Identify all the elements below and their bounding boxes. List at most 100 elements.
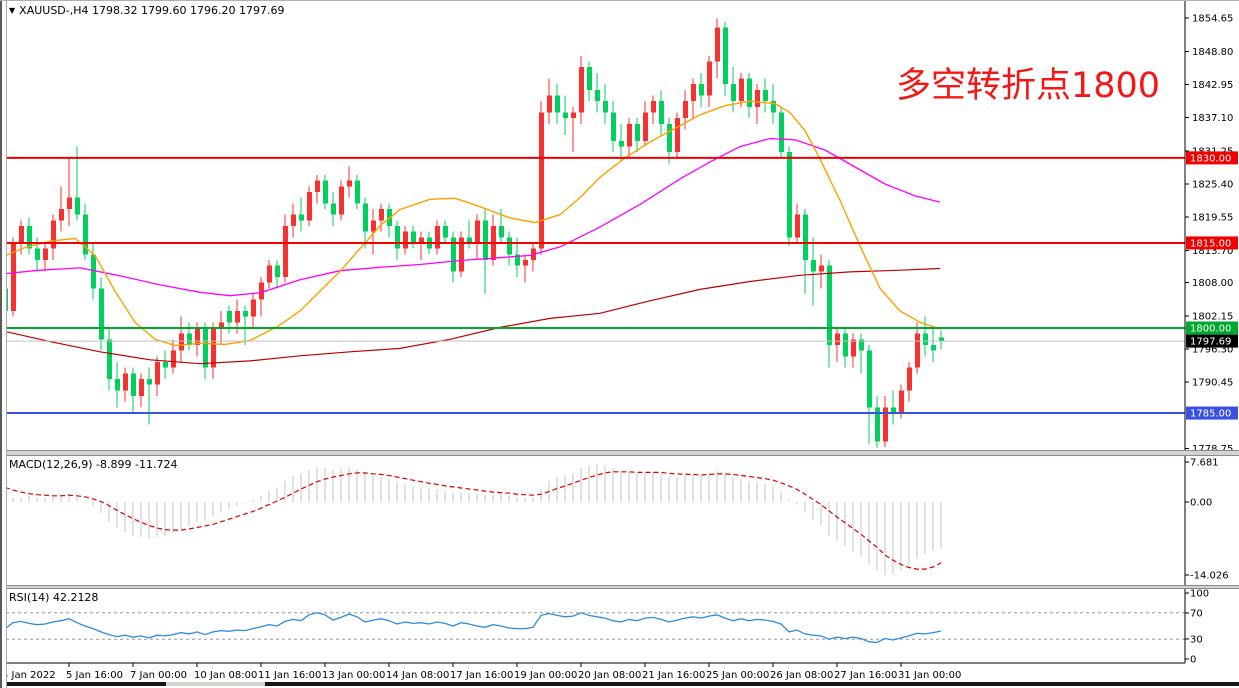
candle [731,84,736,102]
candle [835,333,840,346]
candle [539,112,544,249]
window-left-border [0,1,7,688]
candle [651,101,656,113]
ma-line-darkred [0,267,941,365]
candle [227,310,232,323]
candle [203,328,208,368]
candle [83,214,88,255]
scrollbar-thumb[interactable] [166,682,265,686]
candle [211,328,216,368]
axis-label: 1813.70 [1192,246,1233,257]
candle [195,328,200,346]
candle [667,123,672,153]
candle [515,254,520,266]
candle [171,350,176,368]
candle [811,259,816,272]
candle [523,259,528,266]
candle [459,237,464,272]
candle [475,220,480,243]
axis-label: 1802.15 [1192,311,1233,322]
candle [627,123,632,147]
candle [931,345,936,351]
candle [691,84,696,102]
candle [99,288,104,340]
candle [603,101,608,113]
candle [939,337,944,342]
chart-title: ▼ XAUUSD-,H4 1798.32 1799.60 1796.20 1797… [9,4,284,17]
annotation-text: 多空转折点1800 [896,66,1161,106]
candle [747,78,752,107]
time-label: 31 Jan 00:00 [898,670,961,681]
candle [923,333,928,346]
candle [787,152,792,238]
price-badge-1800.00 [1186,321,1238,335]
candle [555,95,560,113]
axis-label: 1800.00 [1190,324,1231,335]
candle [283,225,288,277]
candle [219,322,224,328]
candle [507,237,512,255]
candle [723,27,728,85]
candle [859,339,864,351]
time-label: 13 Jan 00:00 [322,670,385,681]
time-label: 19 Jan 00:00 [514,670,577,681]
candle [595,89,600,102]
candle [243,310,248,317]
candle [323,180,328,204]
candles [3,18,944,449]
axis-label: -14.026 [1190,570,1229,581]
macd-histogram [4,464,942,575]
candle [115,379,120,391]
candle [467,237,472,243]
candle [267,265,272,283]
candle [403,231,408,249]
axis-label: 1830.00 [1190,153,1231,164]
candle [291,214,296,226]
candle [355,180,360,204]
candle [299,214,304,221]
price-badge-1815.00 [1186,236,1238,250]
candle [107,339,112,380]
time-label: 20 Jan 08:00 [578,670,641,681]
candle [571,112,576,119]
candle [707,61,712,96]
axis-label: 0 [1190,655,1196,666]
candle [139,379,144,397]
candle [755,89,760,107]
candle [827,265,832,346]
time-label: 21 Jan 16:00 [642,670,705,681]
horizontal-scrollbar[interactable] [0,682,1239,686]
axis-label: 100 [1190,589,1209,600]
candle [331,203,336,215]
candle [307,191,312,221]
time-label: 11 Jan 16:00 [258,670,321,681]
candle [643,112,648,141]
candle [163,362,168,368]
candle [131,373,136,397]
candle [563,112,568,119]
candle [587,67,592,90]
candle [435,225,440,249]
candle [147,379,152,385]
candle [619,140,624,147]
time-label: 4 Jan 2022 [2,670,56,681]
axis-label: 1825.40 [1192,179,1233,190]
chevron-down-icon[interactable]: ▼ [9,6,16,15]
candle [483,220,488,260]
time-label: 14 Jan 08:00 [386,670,449,681]
candle [395,225,400,249]
ma-line-magenta [0,137,941,297]
rsi-line [4,612,942,644]
axis-label: 7.681 [1190,458,1219,469]
candle [363,203,368,232]
candle [795,214,800,238]
candle [275,265,280,277]
panel-splitter-rsi[interactable] [0,585,1239,589]
candle [419,237,424,243]
axis-label: 1797.69 [1190,337,1231,348]
candle [715,27,720,62]
panel-splitter-macd[interactable] [0,450,1239,456]
candle [379,208,384,221]
